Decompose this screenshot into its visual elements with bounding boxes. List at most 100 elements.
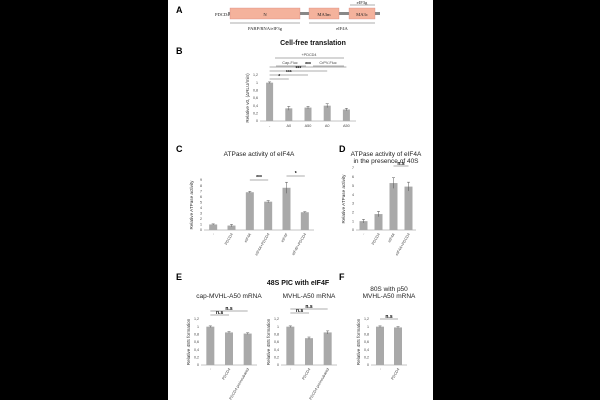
y-tick-label: 1,2 xyxy=(274,317,279,321)
bar-d-2 xyxy=(389,183,398,230)
domain-ma3c xyxy=(348,7,376,20)
y-tick-label: 0 xyxy=(352,228,354,232)
y-tick-label: 0,4 xyxy=(364,348,369,352)
panel-a-diagram: A PDCD4 N MA3m MA3c eIF3g PABP/RNA/eIF3g… xyxy=(176,0,380,31)
bar-d-3 xyxy=(404,186,413,230)
y-tick-label: 0,4 xyxy=(253,104,258,108)
bar-e2-2 xyxy=(323,332,332,365)
y-axis-label-e2: Relative 48S formation xyxy=(266,318,271,365)
bar-e2-0 xyxy=(286,326,295,365)
significance-label: n.s xyxy=(225,306,232,312)
category-label: PDCD4 preincubated xyxy=(229,368,250,400)
y-tick-label: 2 xyxy=(200,217,202,221)
category-label: - xyxy=(209,367,213,371)
significance-label: *** xyxy=(295,66,301,72)
bar-f-1 xyxy=(394,327,402,365)
significance-label: n.s xyxy=(385,314,392,320)
category-label: eIF4A xyxy=(387,232,396,243)
y-tick-label: 1 xyxy=(367,325,369,329)
y-tick-label: 1,2 xyxy=(194,317,199,321)
y-tick-label: 0,8 xyxy=(274,333,279,337)
y-tick-label: 0,6 xyxy=(194,340,199,344)
category-label: - xyxy=(269,124,271,128)
y-tick-label: 1 xyxy=(256,81,258,85)
y-tick-label: 0,6 xyxy=(253,96,258,100)
significance-label: n.s xyxy=(216,310,223,316)
y-tick-label: 4 xyxy=(200,206,202,210)
domain-n-label: N xyxy=(263,12,267,17)
y-tick-label: 9 xyxy=(200,178,202,182)
significance-label: n.s xyxy=(296,308,303,314)
chart-title-e2: MVHL-A50 mRNA xyxy=(283,293,336,300)
y-tick-label: 0,8 xyxy=(364,333,369,337)
bar-c-4 xyxy=(282,187,291,230)
category-label: - xyxy=(378,367,382,371)
bar-d-0 xyxy=(359,221,368,230)
significance-label: * xyxy=(295,171,297,177)
bar-b-3 xyxy=(323,105,331,121)
significance-label: n.s xyxy=(305,304,312,310)
y-axis-label-e1: Relative 48S formation xyxy=(186,318,191,365)
bar-c-1 xyxy=(227,225,236,230)
category-label: PDCD4 xyxy=(221,368,231,381)
y-axis-label-f: Relative 48S formation xyxy=(356,318,361,365)
y-tick-label: 1,2 xyxy=(253,73,258,77)
significance-label: * xyxy=(278,74,280,80)
category-label: eIF4A+PDCD4 xyxy=(395,233,411,257)
group-crpv-label: CrPV-Fluc xyxy=(319,61,336,65)
protein-label: PDCD4 xyxy=(215,12,230,17)
y-tick-label: 6 xyxy=(200,195,202,199)
bar-c-5 xyxy=(300,212,309,230)
y-tick-label: 4 xyxy=(352,193,354,197)
y-axis-label-b: Relative v0, (ΔRLU/min) xyxy=(245,73,250,123)
eif3g-label: eIF3g xyxy=(357,0,368,5)
y-tick-label: 3 xyxy=(200,212,202,216)
y-tick-label: 1 xyxy=(200,223,202,227)
category-label: PDCD4 xyxy=(371,233,381,246)
y-tick-label: 0,2 xyxy=(253,112,258,116)
group-top-label: +PDCD4 xyxy=(301,53,316,57)
bar-b-1 xyxy=(285,108,293,121)
chart-title-e1: cap-MVHL-A50 mRNA xyxy=(196,293,262,300)
bar-c-0 xyxy=(209,224,218,230)
y-tick-label: 1 xyxy=(352,219,354,223)
panel-label-a: A xyxy=(176,5,183,15)
bar-c-2 xyxy=(245,192,254,230)
y-tick-label: 1,2 xyxy=(364,317,369,321)
bar-b-4 xyxy=(342,109,350,121)
y-tick-label: 6 xyxy=(352,175,354,179)
domain-ma3m xyxy=(308,7,340,20)
y-tick-label: 3 xyxy=(352,202,354,206)
domain-ma3m-label: MA3m xyxy=(317,12,331,17)
panel-label-e1: E xyxy=(176,272,182,282)
y-tick-label: 0 xyxy=(197,363,199,367)
panel-label-f: F xyxy=(339,272,345,282)
y-tick-label: 0,2 xyxy=(364,356,369,360)
significance-label: *** xyxy=(305,62,311,68)
category-label: A50 xyxy=(343,124,350,128)
category-label: PDCD4 xyxy=(301,368,311,381)
y-tick-label: 0 xyxy=(256,119,258,123)
domain-ma3c-label: MA3c xyxy=(356,12,368,17)
y-tick-label: 1 xyxy=(197,325,199,329)
y-tick-label: 5 xyxy=(352,184,354,188)
y-tick-label: 0 xyxy=(277,363,279,367)
y-tick-label: 0,8 xyxy=(194,333,199,337)
bar-b-0 xyxy=(266,82,274,121)
bar-e2-1 xyxy=(305,338,313,365)
y-tick-label: 0,2 xyxy=(194,356,199,360)
eif4a-label: eIF4A xyxy=(336,26,348,31)
category-label: - xyxy=(362,232,366,236)
bar-e1-2 xyxy=(243,333,252,365)
chart-title-d: ATPase activity of eIF4A xyxy=(351,151,422,158)
section-title-48s: 48S PIC with eIF4F xyxy=(267,280,330,287)
y-tick-label: 8 xyxy=(200,184,202,188)
category-label: PDCD4 xyxy=(390,368,400,381)
panel-label-b: B xyxy=(176,46,183,56)
protein-linker xyxy=(228,12,380,15)
y-tick-label: 0,6 xyxy=(274,340,279,344)
